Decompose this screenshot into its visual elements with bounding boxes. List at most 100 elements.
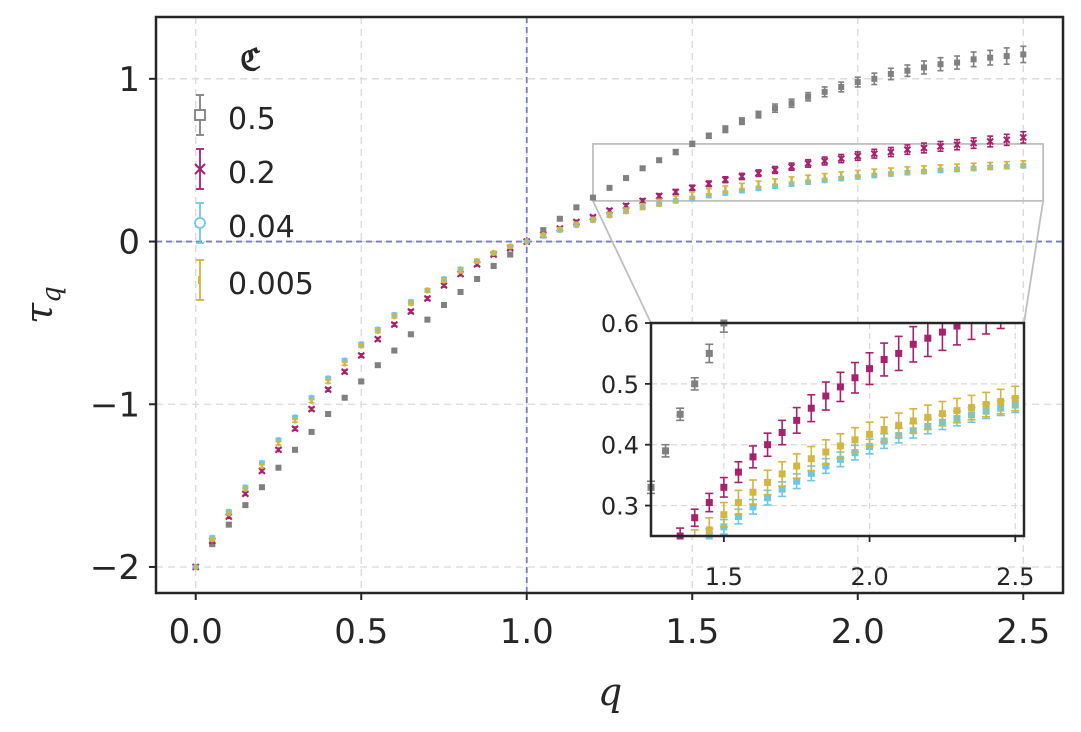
point-0.2-48-stroke-b bbox=[986, 137, 994, 146]
inset-point-0.2-28 bbox=[691, 514, 699, 522]
inset-point-0.2-38 bbox=[836, 383, 844, 391]
point-0.5-31 bbox=[705, 132, 712, 139]
point-0.2-3-stroke-b bbox=[241, 490, 250, 498]
point-0.5-18 bbox=[490, 262, 497, 269]
point-0.2-12-stroke-b bbox=[390, 320, 399, 329]
point-0.2-31-stroke-b bbox=[705, 180, 713, 188]
point-0.2-42 bbox=[887, 148, 895, 156]
point-0.5-15 bbox=[440, 302, 447, 308]
legend-label-0.5: 0.5 bbox=[228, 102, 276, 137]
inset-point-0.5-26 bbox=[662, 447, 670, 455]
inset-point-0.2-42 bbox=[895, 349, 903, 357]
point-0.2-12 bbox=[390, 320, 399, 329]
legend-label-0.005: 0.005 bbox=[228, 267, 314, 302]
inset-point-0.2-30 bbox=[720, 483, 728, 491]
x-tick-label-5: 2.5 bbox=[996, 612, 1050, 652]
point-0.2-11-stroke-b bbox=[374, 335, 382, 343]
point-0.2-39 bbox=[837, 154, 845, 163]
inset-point-0.005-44 bbox=[924, 413, 932, 421]
point-0.5-47 bbox=[970, 56, 977, 63]
inset-series-0.005 bbox=[690, 385, 1020, 536]
point-0.5-28 bbox=[656, 157, 663, 164]
inset-point-0.5-28 bbox=[691, 380, 699, 388]
point-0.2-4-stroke-b bbox=[258, 467, 266, 475]
legend-label-0.2: 0.2 bbox=[228, 156, 276, 191]
point-0.2-30-stroke-b bbox=[688, 184, 696, 192]
main-axes-frame bbox=[154, 15, 1065, 595]
inset-point-0.005-35 bbox=[793, 462, 801, 470]
point-0.5-35 bbox=[772, 105, 779, 112]
point-0.5-41 bbox=[871, 75, 878, 82]
point-0.2-39-stroke-b bbox=[837, 154, 845, 163]
point-0.2-43-stroke-b bbox=[903, 145, 912, 154]
point-0.5-33 bbox=[738, 118, 745, 125]
legend-title: ℭ bbox=[240, 43, 261, 78]
point-0.2-28 bbox=[655, 192, 663, 200]
point-0.5-13 bbox=[407, 331, 414, 338]
legend-entry-0.04: 0.04 bbox=[194, 202, 295, 245]
point-0.5-23 bbox=[573, 204, 580, 211]
inset-point-0.2-40 bbox=[866, 365, 874, 373]
legend: ℭ 0.5 0.2 0.04 0.005 bbox=[194, 43, 314, 302]
point-0.5-43 bbox=[904, 67, 911, 74]
point-0.2-7-stroke-b bbox=[307, 405, 316, 413]
reference-lines bbox=[156, 17, 1063, 593]
y-axis-label-main: τ bbox=[17, 302, 61, 324]
point-0.5-50 bbox=[1020, 51, 1027, 58]
legend-entry-0.5: 0.5 bbox=[194, 94, 276, 137]
point-0.2-34-stroke-b bbox=[754, 169, 763, 177]
legend-symbol-b-0.2 bbox=[194, 163, 206, 175]
point-0.2-45-stroke-b bbox=[936, 142, 945, 151]
point-0.5-2 bbox=[225, 521, 232, 528]
point-0.2-15-stroke-b bbox=[440, 281, 448, 290]
point-0.5-32 bbox=[722, 126, 729, 133]
point-0.5-45 bbox=[937, 61, 944, 68]
series-0.005 bbox=[194, 160, 1027, 570]
legend-marker-0.005 bbox=[196, 259, 204, 301]
point-0.2-7 bbox=[307, 405, 316, 413]
point-0.5-7 bbox=[308, 428, 315, 435]
inset-point-0.2-32 bbox=[749, 453, 757, 461]
x-tick-label-1: 0.5 bbox=[334, 612, 388, 652]
point-0.5-29 bbox=[672, 149, 679, 156]
point-0.2-38 bbox=[820, 157, 829, 165]
point-0.5-39 bbox=[838, 83, 845, 90]
inset-point-0.005-46 bbox=[953, 407, 961, 415]
point-0.2-14-stroke-b bbox=[423, 294, 432, 303]
point-0.2-37-stroke-b bbox=[804, 159, 812, 168]
inset-point-0.2-41 bbox=[880, 356, 888, 364]
point-0.5-46 bbox=[954, 59, 961, 66]
point-0.2-47-stroke-b bbox=[969, 139, 978, 147]
point-0.5-49 bbox=[1003, 53, 1010, 60]
inset-point-0.005-39 bbox=[851, 436, 859, 444]
point-0.2-48 bbox=[986, 137, 994, 146]
inset-point-0.005-38 bbox=[836, 442, 844, 450]
inset-y-tick-label-0: 0.3 bbox=[601, 493, 639, 521]
point-0.5-34 bbox=[755, 111, 762, 118]
inset-point-0.2-34 bbox=[778, 429, 786, 437]
inset-point-0.2-33 bbox=[764, 441, 772, 449]
point-0.2-44-stroke-b bbox=[920, 144, 928, 152]
legend-entry-0.005: 0.005 bbox=[196, 259, 314, 302]
y-tick-label-1: −1 bbox=[90, 385, 140, 425]
zoom-connector-right bbox=[1023, 200, 1045, 324]
x-tick-label-2: 1.0 bbox=[500, 612, 554, 652]
legend-marker-0.2 bbox=[194, 148, 206, 190]
point-0.2-47 bbox=[969, 139, 978, 147]
inset-point-0.005-30 bbox=[720, 511, 728, 519]
inset-point-0.005-50 bbox=[1011, 394, 1019, 402]
point-0.5-11 bbox=[374, 362, 381, 369]
point-0.2-41 bbox=[870, 149, 879, 158]
legend-label-0.04: 0.04 bbox=[228, 210, 295, 245]
point-0.5-38 bbox=[821, 88, 828, 95]
point-0.2-46 bbox=[953, 141, 961, 149]
point-0.2-34 bbox=[754, 169, 763, 177]
point-0.2-42-stroke-b bbox=[887, 148, 895, 156]
inset-x-tick-label-0: 1.5 bbox=[705, 563, 743, 591]
inset-point-0.005-47 bbox=[968, 404, 976, 412]
point-0.2-8-stroke-b bbox=[324, 385, 332, 394]
inset-point-0.5-29 bbox=[705, 349, 713, 357]
inset-point-0.04-37 bbox=[822, 462, 830, 470]
point-0.2-44 bbox=[920, 144, 928, 152]
inset-ticks: 1.5 2.0 2.5 0.3 0.4 0.5 0.6 bbox=[601, 310, 1035, 591]
